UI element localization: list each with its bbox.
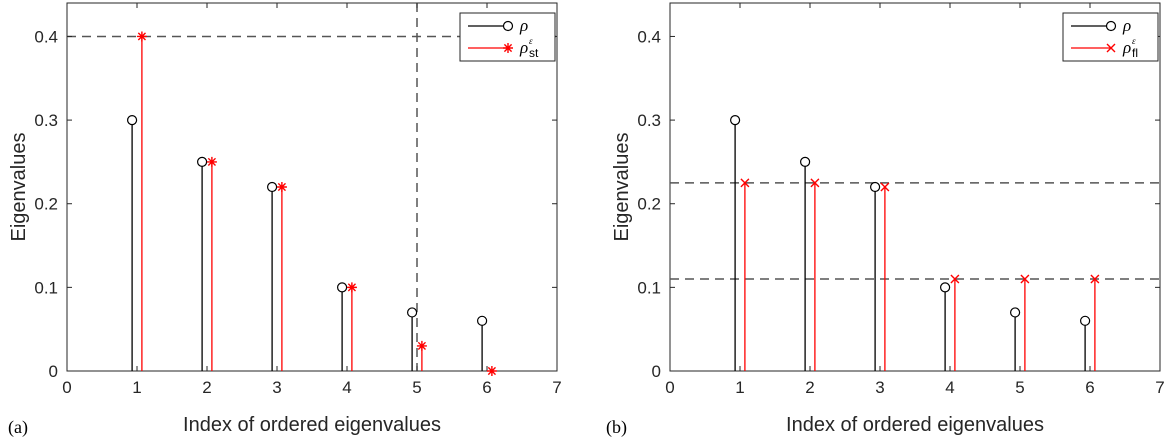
legend: ρρ εst <box>459 12 556 62</box>
y-tick-label: 0.2 <box>34 195 58 214</box>
data-point-marker <box>206 156 217 167</box>
data-point-marker <box>939 282 951 293</box>
data-point-marker <box>799 156 811 168</box>
data-point-marker <box>1079 315 1091 326</box>
x-tick-label: 7 <box>552 378 561 397</box>
data-point-marker <box>1090 274 1100 284</box>
x-tick-label: 2 <box>805 378 814 397</box>
chart-panel-a: 0 1 2 3 4 5 6 7 0 0.1 0.2 0.3 0.4 Index of ordered ei… <box>8 2 562 438</box>
legend-label-superscript: ε <box>529 36 533 46</box>
plot-area-frame <box>669 2 1161 372</box>
x-tick-label: 1 <box>132 378 141 397</box>
x-tick-label: 0 <box>62 378 71 397</box>
y-axis-label: Eigenvalues <box>8 133 30 242</box>
data-point-marker <box>407 307 418 318</box>
data-point-marker <box>276 182 287 192</box>
x-axis-label: Index of ordered eigenvalues <box>786 414 1044 436</box>
x-tick-label: 3 <box>875 378 884 397</box>
y-tick-label: 0.3 <box>34 111 58 130</box>
legend-box <box>1062 12 1159 62</box>
plot-area-frame <box>66 2 558 372</box>
x-tick-label: 6 <box>482 378 491 397</box>
data-point-marker <box>810 178 820 188</box>
data-point-marker <box>950 274 960 284</box>
legend: ρρ εfl <box>1062 12 1159 62</box>
y-tick-label: 0 <box>49 362 58 381</box>
x-tick-label: 7 <box>1155 378 1164 397</box>
data-point-marker <box>1020 274 1030 284</box>
x-tick-label: 4 <box>342 378 351 397</box>
x-tick-label: 4 <box>945 378 954 397</box>
data-point-marker <box>267 181 278 193</box>
y-tick-label: 0.3 <box>637 111 661 130</box>
data-point-marker <box>346 282 357 293</box>
data-point-marker <box>197 156 208 168</box>
x-tick-label: 5 <box>1015 378 1024 397</box>
y-axis-label: Eigenvalues <box>611 133 633 242</box>
y-tick-label: 0.1 <box>34 278 58 297</box>
y-tick-label: 0.4 <box>637 27 661 46</box>
x-tick-label: 5 <box>412 378 421 397</box>
x-tick-label: 3 <box>272 378 281 397</box>
x-tick-label: 2 <box>202 378 211 397</box>
data-point-marker <box>1009 307 1021 318</box>
data-point-marker <box>1106 43 1116 53</box>
data-point-marker <box>127 114 138 126</box>
data-point-marker <box>477 315 488 326</box>
data-point-marker <box>416 340 427 351</box>
data-point-marker <box>503 43 513 53</box>
legend-label-subscript: st <box>529 46 539 60</box>
data-point-marker <box>869 181 881 193</box>
legend-label: ρ <box>519 38 528 57</box>
y-tick-label: 0.1 <box>637 278 661 297</box>
legend-label-subscript: fl <box>1132 46 1138 60</box>
panel-label: (b) <box>606 417 627 438</box>
data-point-marker <box>729 114 741 126</box>
x-tick-label: 1 <box>735 378 744 397</box>
legend-label: ρ <box>1122 38 1131 57</box>
x-tick-label: 0 <box>665 378 674 397</box>
chart-panel-b: 0 1 2 3 4 5 6 7 0 0.1 0.2 0.3 0.4 Index of ordered ei… <box>606 2 1165 438</box>
legend-label: ρ <box>519 16 528 35</box>
legend-label: ρ <box>1122 16 1131 35</box>
y-tick-label: 0 <box>652 362 661 381</box>
x-axis-label: Index of ordered eigenvalues <box>183 414 441 436</box>
data-point-marker <box>502 20 514 32</box>
data-point-marker <box>880 182 890 192</box>
y-tick-label: 0.4 <box>34 27 58 46</box>
panel-label: (a) <box>8 417 28 438</box>
data-point-marker <box>337 282 348 293</box>
data-point-marker <box>136 31 147 42</box>
legend-label-superscript: ε <box>1132 36 1136 46</box>
data-point-marker <box>1105 20 1117 32</box>
data-point-marker <box>740 178 750 188</box>
x-tick-label: 6 <box>1085 378 1094 397</box>
y-tick-label: 0.2 <box>637 195 661 214</box>
legend-box <box>459 12 556 62</box>
data-point-marker <box>486 366 497 376</box>
